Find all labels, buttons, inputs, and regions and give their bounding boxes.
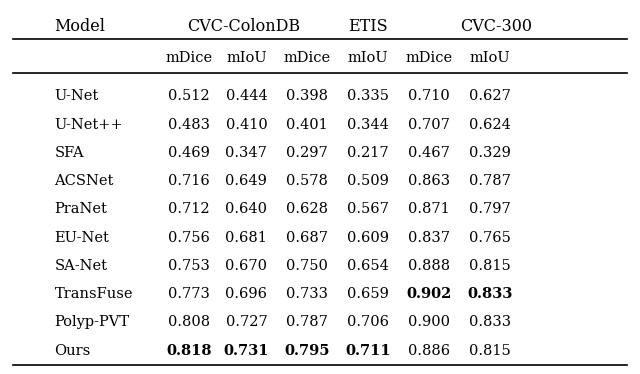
Text: EU-Net: EU-Net (54, 231, 109, 245)
Text: 0.756: 0.756 (168, 231, 210, 245)
Text: 0.469: 0.469 (168, 146, 210, 160)
Text: 0.654: 0.654 (347, 259, 389, 273)
Text: U-Net: U-Net (54, 89, 99, 103)
Text: mIoU: mIoU (469, 51, 510, 65)
Text: 0.787: 0.787 (468, 174, 511, 188)
Text: 0.750: 0.750 (286, 259, 328, 273)
Text: PraNet: PraNet (54, 202, 108, 216)
Text: 0.710: 0.710 (408, 89, 450, 103)
Text: 0.833: 0.833 (468, 315, 511, 329)
Text: 0.765: 0.765 (468, 231, 511, 245)
Text: 0.900: 0.900 (408, 315, 450, 329)
Text: 0.347: 0.347 (225, 146, 268, 160)
Text: U-Net++: U-Net++ (54, 118, 123, 132)
Text: 0.815: 0.815 (468, 344, 511, 358)
Text: mDice: mDice (165, 51, 212, 65)
Text: 0.509: 0.509 (347, 174, 389, 188)
Text: 0.670: 0.670 (225, 259, 268, 273)
Text: 0.628: 0.628 (286, 202, 328, 216)
Text: 0.444: 0.444 (225, 89, 268, 103)
Text: 0.818: 0.818 (166, 344, 212, 358)
Text: mDice: mDice (284, 51, 331, 65)
Text: 0.795: 0.795 (284, 344, 330, 358)
Text: Model: Model (54, 18, 106, 35)
Text: 0.712: 0.712 (168, 202, 210, 216)
Text: 0.410: 0.410 (225, 118, 268, 132)
Text: 0.815: 0.815 (468, 259, 511, 273)
Text: TransFuse: TransFuse (54, 287, 133, 301)
Text: 0.398: 0.398 (286, 89, 328, 103)
Text: SA-Net: SA-Net (54, 259, 108, 273)
Text: CVC-ColonDB: CVC-ColonDB (187, 18, 300, 35)
Text: 0.706: 0.706 (347, 315, 389, 329)
Text: 0.681: 0.681 (225, 231, 268, 245)
Text: mIoU: mIoU (348, 51, 388, 65)
Text: 0.733: 0.733 (286, 287, 328, 301)
Text: 0.640: 0.640 (225, 202, 268, 216)
Text: 0.808: 0.808 (168, 315, 210, 329)
Text: 0.787: 0.787 (286, 315, 328, 329)
Text: mIoU: mIoU (226, 51, 267, 65)
Text: 0.886: 0.886 (408, 344, 450, 358)
Text: CVC-300: CVC-300 (460, 18, 532, 35)
Text: 0.727: 0.727 (225, 315, 268, 329)
Text: 0.863: 0.863 (408, 174, 450, 188)
Text: 0.753: 0.753 (168, 259, 210, 273)
Text: 0.797: 0.797 (468, 202, 511, 216)
Text: 0.467: 0.467 (408, 146, 450, 160)
Text: 0.344: 0.344 (347, 118, 389, 132)
Text: 0.567: 0.567 (347, 202, 389, 216)
Text: 0.297: 0.297 (286, 146, 328, 160)
Text: 0.649: 0.649 (225, 174, 268, 188)
Text: 0.659: 0.659 (347, 287, 389, 301)
Text: 0.483: 0.483 (168, 118, 210, 132)
Text: 0.707: 0.707 (408, 118, 450, 132)
Text: 0.871: 0.871 (408, 202, 450, 216)
Text: 0.624: 0.624 (468, 118, 511, 132)
Text: 0.902: 0.902 (406, 287, 451, 301)
Text: 0.578: 0.578 (286, 174, 328, 188)
Text: 0.401: 0.401 (286, 118, 328, 132)
Text: 0.731: 0.731 (223, 344, 269, 358)
Text: SFA: SFA (54, 146, 84, 160)
Text: Ours: Ours (54, 344, 91, 358)
Text: 0.609: 0.609 (347, 231, 389, 245)
Text: 0.773: 0.773 (168, 287, 210, 301)
Text: Polyp-PVT: Polyp-PVT (54, 315, 129, 329)
Text: 0.335: 0.335 (347, 89, 389, 103)
Text: ACSNet: ACSNet (54, 174, 114, 188)
Text: 0.329: 0.329 (468, 146, 511, 160)
Text: 0.687: 0.687 (286, 231, 328, 245)
Text: mDice: mDice (405, 51, 452, 65)
Text: 0.888: 0.888 (408, 259, 450, 273)
Text: 0.716: 0.716 (168, 174, 210, 188)
Text: 0.833: 0.833 (467, 287, 512, 301)
Text: ETIS: ETIS (348, 18, 388, 35)
Text: 0.696: 0.696 (225, 287, 268, 301)
Text: 0.217: 0.217 (347, 146, 389, 160)
Text: 0.711: 0.711 (345, 344, 391, 358)
Text: 0.627: 0.627 (468, 89, 511, 103)
Text: 0.512: 0.512 (168, 89, 210, 103)
Text: 0.837: 0.837 (408, 231, 450, 245)
